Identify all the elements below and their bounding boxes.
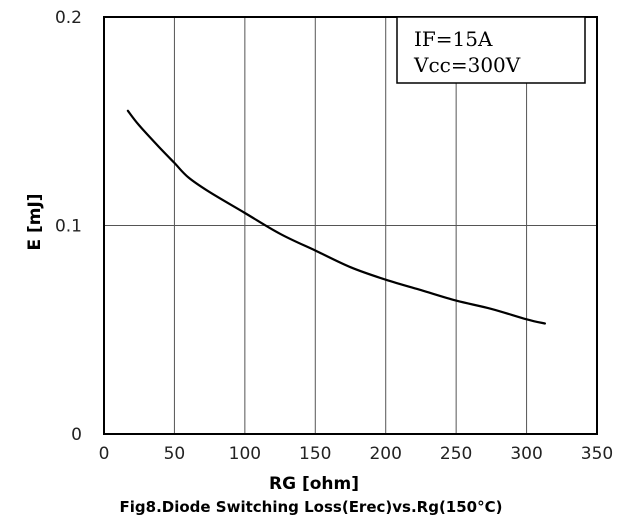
legend-frame [396, 16, 586, 84]
x-axis-label: RG [ohm] [269, 474, 359, 494]
x-tick-label: 250 [440, 444, 472, 464]
y-tick-label: 0.1 [55, 217, 82, 237]
legend-vcc-label: Vcc=300V [413, 53, 521, 77]
plot-frame [103, 16, 598, 435]
x-tick-label: 100 [229, 444, 261, 464]
x-tick-label: 0 [99, 444, 110, 464]
series-layer [126, 109, 546, 325]
legend-box: IF=15A Vcc=300V [396, 16, 586, 84]
x-tick-labels: 0 50 100 150 200 250 300 350 [99, 444, 614, 464]
erec-curve [126, 109, 546, 325]
y-axis-label: E [mJ] [25, 193, 45, 250]
y-tick-label: 0 [71, 425, 82, 445]
x-tick-label: 350 [581, 444, 613, 464]
y-tick-labels: 0 0.1 0.2 [55, 8, 82, 445]
legend-if-label: IF=15A [414, 27, 493, 51]
x-tick-label: 50 [164, 444, 186, 464]
figure-caption: Fig8.Diode Switching Loss(Erec)vs.Rg(150… [120, 498, 503, 516]
y-tick-label: 0.2 [55, 8, 82, 28]
grid [104, 17, 597, 434]
x-tick-label: 200 [369, 444, 401, 464]
x-tick-label: 150 [299, 444, 331, 464]
x-tick-label: 300 [510, 444, 542, 464]
